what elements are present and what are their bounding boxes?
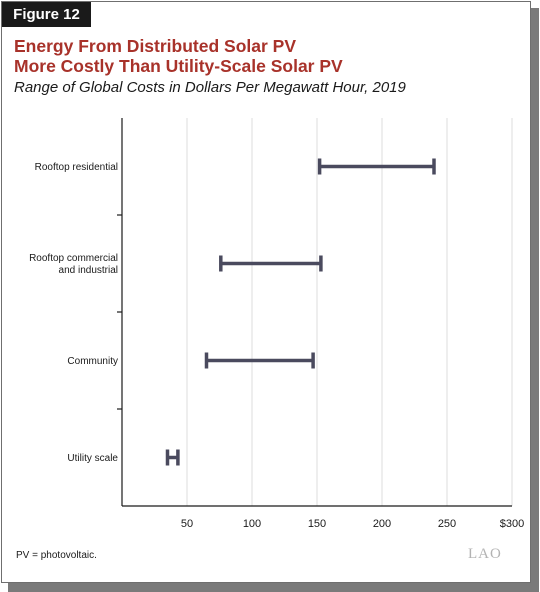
lao-logo: LAO <box>468 546 502 562</box>
drop-shadow-right <box>531 8 539 592</box>
drop-shadow-bottom <box>8 583 539 592</box>
category-label: Rooftop commercial <box>29 253 118 264</box>
category-label: Utility scale <box>67 453 118 464</box>
chart-title-line-1: Energy From Distributed Solar PV <box>14 36 296 56</box>
category-label: and industrial <box>59 265 118 276</box>
x-tick-label: 250 <box>438 518 456 530</box>
x-tick-label: 150 <box>308 518 326 530</box>
figure-label: Figure 12 <box>2 2 91 27</box>
figure-frame <box>1 1 531 583</box>
chart-title-line-2: More Costly Than Utility-Scale Solar PV <box>14 56 343 76</box>
footnote: PV = photovoltaic. <box>16 550 97 561</box>
chart-title: Energy From Distributed Solar PV More Co… <box>14 36 514 76</box>
x-tick-label: $300 <box>500 518 524 530</box>
category-label: Rooftop residential <box>35 162 118 173</box>
x-tick-label: 50 <box>181 518 193 530</box>
category-label: Community <box>67 356 118 367</box>
x-tick-label: 100 <box>243 518 261 530</box>
x-tick-label: 200 <box>373 518 391 530</box>
chart-subtitle: Range of Global Costs in Dollars Per Meg… <box>14 79 406 96</box>
